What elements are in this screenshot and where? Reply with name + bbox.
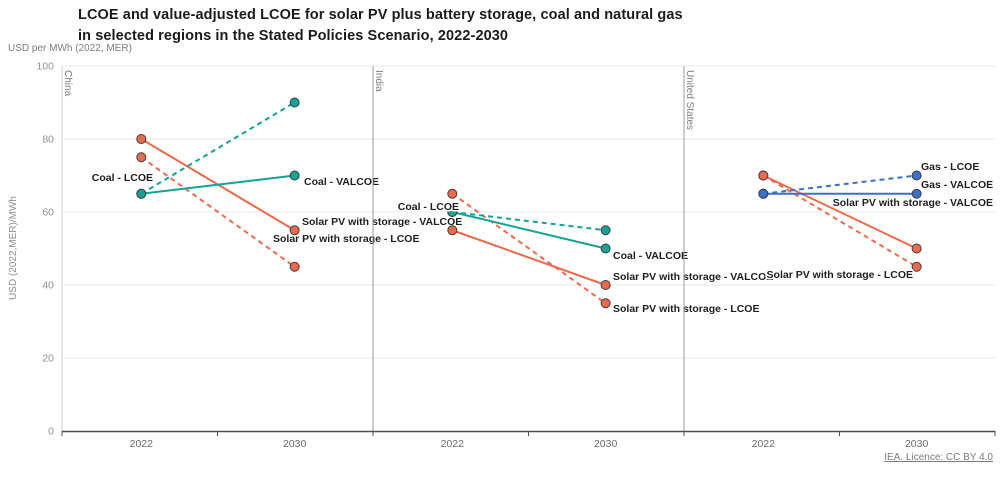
x-tick-label-united-states-2030: 2030 xyxy=(905,438,929,450)
data-point-india-solar-pv-with-storage-valcoe-2030[interactable] xyxy=(600,280,611,290)
data-point-china-solar-pv-with-storage-valcoe-2022[interactable] xyxy=(136,134,147,144)
data-point-india-solar-pv-with-storage-lcoe-2022[interactable] xyxy=(447,188,458,199)
license-link[interactable]: IEA. Licence: CC BY 4.0 xyxy=(884,452,993,463)
x-tick-label-india-2022: 2022 xyxy=(441,438,465,450)
series-label-china-coal-lcoe: Coal - LCOE xyxy=(92,172,153,184)
data-point-india-solar-pv-with-storage-valcoe-2022[interactable] xyxy=(447,225,458,236)
series-line-india-solar-pv-with-storage-valcoe xyxy=(451,229,606,286)
data-point-china-coal-valcoe-2030[interactable] xyxy=(289,170,300,181)
series-label-united-states-gas-lcoe: Gas - LCOE xyxy=(921,161,979,173)
data-point-india-solar-pv-with-storage-lcoe-2030[interactable] xyxy=(600,298,611,309)
series-label-india-solar-pv-with-storage-valcoe: Solar PV with storage - VALCOE xyxy=(613,271,773,283)
x-tick-label-china-2030: 2030 xyxy=(283,438,307,450)
data-point-china-coal-valcoe-2022[interactable] xyxy=(136,188,147,199)
series-line-india-solar-pv-with-storage-lcoe xyxy=(451,192,607,305)
data-point-china-coal-lcoe-2030[interactable] xyxy=(289,97,300,108)
data-point-united-states-gas-valcoe-2022[interactable] xyxy=(758,188,769,199)
series-line-china-solar-pv-with-storage-lcoe xyxy=(140,156,296,268)
data-point-india-coal-valcoe-2022[interactable] xyxy=(447,207,458,217)
series-line-india-coal-valcoe xyxy=(452,211,606,250)
chart-title-line1: LCOE and value-adjusted LCOE for solar P… xyxy=(78,7,683,23)
series-label-china-solar-pv-with-storage-lcoe: Solar PV with storage - LCOE xyxy=(273,233,419,245)
x-tick-label-india-2030: 2030 xyxy=(594,438,618,450)
series-label-india-coal-lcoe: Coal - LCOE xyxy=(398,201,459,213)
region-label-united-states: United States xyxy=(684,70,695,130)
data-point-china-solar-pv-with-storage-valcoe-2030[interactable] xyxy=(289,225,300,236)
axis-unit-label: USD per MWh (2022, MER) xyxy=(8,43,132,54)
y-tick-label: 80 xyxy=(42,134,54,146)
region-label-china: China xyxy=(62,70,73,97)
data-point-united-states-solar-pv-with-storage-lcoe-2030[interactable] xyxy=(911,261,922,272)
data-point-united-states-gas-valcoe-2030[interactable] xyxy=(911,188,922,199)
y-tick-label: 60 xyxy=(42,207,54,219)
data-point-united-states-gas-lcoe-2030[interactable] xyxy=(911,170,922,181)
data-point-china-solar-pv-with-storage-lcoe-2022[interactable] xyxy=(136,152,147,163)
y-tick-label: 20 xyxy=(42,353,54,365)
chart-title: LCOE and value-adjusted LCOE for solar P… xyxy=(78,5,683,47)
series-line-united-states-solar-pv-with-storage-valcoe xyxy=(762,174,918,250)
x-tick-label-china-2022: 2022 xyxy=(130,438,154,450)
y-axis-label: USD (2022,MER)/MWh xyxy=(8,196,19,300)
footer: IEA. Licence: CC BY 4.0 xyxy=(884,452,993,463)
region-label-india: India xyxy=(373,70,384,92)
y-tick-label: 100 xyxy=(36,61,54,73)
series-label-india-solar-pv-with-storage-lcoe: Solar PV with storage - LCOE xyxy=(613,303,759,315)
data-point-united-states-solar-pv-with-storage-valcoe-2030[interactable] xyxy=(911,243,922,254)
series-label-china-coal-valcoe: Coal - VALCOE xyxy=(304,176,379,188)
series-label-china-solar-pv-with-storage-valcoe: Solar PV with storage - VALCOE xyxy=(302,216,462,228)
y-tick-label: 40 xyxy=(42,280,54,292)
series-label-india-coal-valcoe: Coal - VALCOE xyxy=(613,250,688,262)
y-tick-label: 0 xyxy=(48,426,54,438)
series-label-united-states-gas-valcoe: Gas - VALCOE xyxy=(921,179,993,191)
series-line-china-coal-lcoe xyxy=(140,101,296,195)
series-line-india-coal-lcoe xyxy=(452,211,606,232)
data-point-china-solar-pv-with-storage-lcoe-2030[interactable] xyxy=(289,261,300,272)
chart-title-line2: in selected regions in the Stated Polici… xyxy=(78,28,509,44)
data-point-india-coal-valcoe-2030[interactable] xyxy=(600,243,611,254)
series-line-united-states-gas-lcoe xyxy=(763,174,917,195)
series-label-united-states-solar-pv-with-storage-lcoe: Solar PV with storage - LCOE xyxy=(767,269,913,281)
series-line-china-coal-valcoe xyxy=(141,174,295,195)
data-point-india-coal-lcoe-2030[interactable] xyxy=(600,225,611,236)
x-tick-label-united-states-2022: 2022 xyxy=(752,438,776,450)
data-point-united-states-solar-pv-with-storage-lcoe-2022[interactable] xyxy=(758,170,769,181)
series-line-united-states-solar-pv-with-storage-lcoe xyxy=(762,174,918,268)
series-label-united-states-solar-pv-with-storage-valcoe: Solar PV with storage - VALCOE xyxy=(833,197,993,209)
